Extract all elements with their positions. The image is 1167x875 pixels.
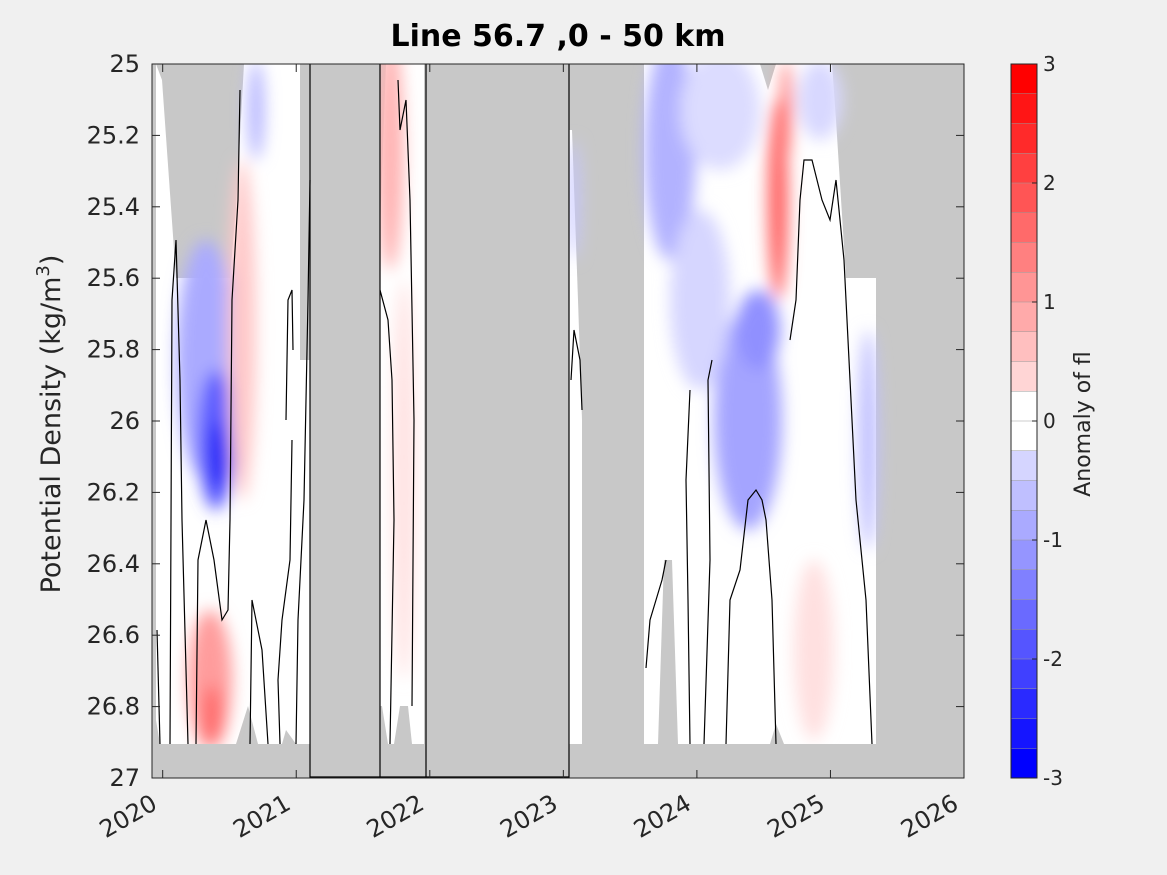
colorbar-tick-label: 3 bbox=[1043, 52, 1056, 76]
negative-anomaly bbox=[798, 64, 842, 140]
colorbar-label: Anomaly of fl bbox=[1071, 351, 1096, 497]
colorbar-segment bbox=[1011, 629, 1037, 660]
x-tick-label: 2026 bbox=[896, 789, 963, 844]
x-tick-label: 2020 bbox=[95, 789, 162, 844]
y-axis-label-close: ) bbox=[36, 255, 67, 266]
chart-title: Line 56.7 ,0 - 50 km bbox=[390, 19, 725, 54]
contour-line bbox=[169, 239, 189, 745]
colorbar-segment bbox=[1011, 599, 1037, 630]
x-tick-label: 2024 bbox=[629, 789, 696, 844]
colorbar-segment bbox=[1011, 361, 1037, 392]
y-tick-label: 26.2 bbox=[87, 478, 140, 506]
y-tick-label: 26.8 bbox=[87, 693, 140, 721]
x-tick-label: 2025 bbox=[763, 789, 830, 844]
colorbar-segment bbox=[1011, 510, 1037, 541]
x-tick-label: 2021 bbox=[228, 789, 295, 844]
contour-line bbox=[703, 359, 713, 745]
y-tick-label: 25 bbox=[109, 50, 140, 78]
colorbar-segment bbox=[1011, 331, 1037, 362]
y-tick-label: 25.2 bbox=[87, 121, 140, 149]
no-data-gap bbox=[310, 64, 380, 778]
colorbar-segment bbox=[1011, 421, 1037, 452]
colorbar-segment bbox=[1011, 153, 1037, 184]
contour-line bbox=[156, 629, 161, 745]
y-tick-label: 26 bbox=[109, 407, 140, 435]
contour-line bbox=[397, 79, 415, 707]
colorbar-segment bbox=[1011, 123, 1037, 154]
positive-anomaly bbox=[794, 560, 834, 740]
contour-line bbox=[645, 559, 667, 669]
contour-line bbox=[789, 159, 873, 745]
y-axis-label-main: Potential Density (kg/m bbox=[36, 277, 67, 594]
y-axis: 25 25.2 25.4 25.6 25.8 26 26.2 26.4 26.6 26.8 27 bbox=[87, 50, 964, 792]
negative-anomaly bbox=[670, 210, 730, 390]
x-tick-label: 2023 bbox=[495, 789, 562, 844]
colorbar-segment bbox=[1011, 242, 1037, 273]
contour-line bbox=[725, 488, 777, 745]
colorbar-segment bbox=[1011, 748, 1037, 779]
colorbar-segment bbox=[1011, 64, 1037, 95]
contour-line bbox=[685, 389, 691, 745]
colorbar-tick-label: 2 bbox=[1043, 171, 1056, 195]
cruise-separators bbox=[309, 64, 570, 778]
contour-line bbox=[249, 599, 269, 745]
y-tick-label: 26.6 bbox=[87, 621, 140, 649]
no-data-gap bbox=[426, 64, 569, 778]
contour-line bbox=[379, 289, 395, 745]
y-tick-label: 27 bbox=[109, 764, 140, 792]
positive-anomaly bbox=[202, 685, 222, 745]
colorbar-tick-label: -3 bbox=[1043, 766, 1063, 790]
colorbar-segment bbox=[1011, 272, 1037, 303]
negative-anomaly bbox=[208, 422, 228, 490]
colorbar-tick-label: 0 bbox=[1043, 409, 1056, 433]
positive-anomaly bbox=[780, 64, 792, 160]
colorbar-tick-label: 1 bbox=[1043, 290, 1056, 314]
coverage-region-2023 bbox=[569, 130, 582, 744]
colorbar: 3 2 1 0 -1 -2 -3 bbox=[1010, 52, 1063, 790]
negative-anomaly bbox=[248, 64, 264, 160]
colorbar-segment bbox=[1011, 718, 1037, 749]
contour-line bbox=[277, 439, 293, 745]
colorbar-segment bbox=[1011, 569, 1037, 600]
colorbar-segment bbox=[1011, 93, 1037, 124]
colorbar-segment bbox=[1011, 183, 1037, 214]
colorbar-segment bbox=[1011, 391, 1037, 422]
positive-anomaly bbox=[376, 64, 404, 270]
y-tick-label: 25.8 bbox=[87, 336, 140, 364]
colorbar-segment bbox=[1011, 688, 1037, 719]
contour-line bbox=[195, 89, 241, 745]
colorbar-segment bbox=[1011, 450, 1037, 481]
contour-line bbox=[285, 289, 294, 421]
colorbar-segment bbox=[1011, 659, 1037, 690]
negative-anomaly bbox=[858, 330, 878, 550]
no-data-bottom bbox=[152, 744, 964, 778]
y-tick-label: 26.4 bbox=[87, 550, 140, 578]
positive-anomaly bbox=[392, 280, 416, 680]
y-axis-label-superscript: 3 bbox=[33, 265, 54, 276]
anomaly-blobs bbox=[176, 64, 878, 750]
zero-contours bbox=[156, 79, 873, 745]
colorbar-segment bbox=[1011, 212, 1037, 243]
contour-line bbox=[295, 179, 311, 745]
y-tick-label: 25.4 bbox=[87, 193, 140, 221]
x-tick-label: 2022 bbox=[362, 789, 429, 844]
colorbar-tick-label: -1 bbox=[1043, 528, 1063, 552]
contour-line bbox=[570, 329, 583, 411]
plot-area bbox=[152, 64, 964, 778]
colorbar-segment bbox=[1011, 480, 1037, 511]
colorbar-segment bbox=[1011, 540, 1037, 571]
colorbar-segment bbox=[1011, 302, 1037, 333]
y-tick-label: 25.6 bbox=[87, 264, 140, 292]
negative-anomaly bbox=[680, 64, 760, 170]
negative-anomaly bbox=[568, 140, 580, 260]
colorbar-tick-label: -2 bbox=[1043, 647, 1063, 671]
negative-anomaly bbox=[736, 290, 780, 370]
y-axis-label: Potential Density (kg/m3) bbox=[33, 255, 67, 594]
